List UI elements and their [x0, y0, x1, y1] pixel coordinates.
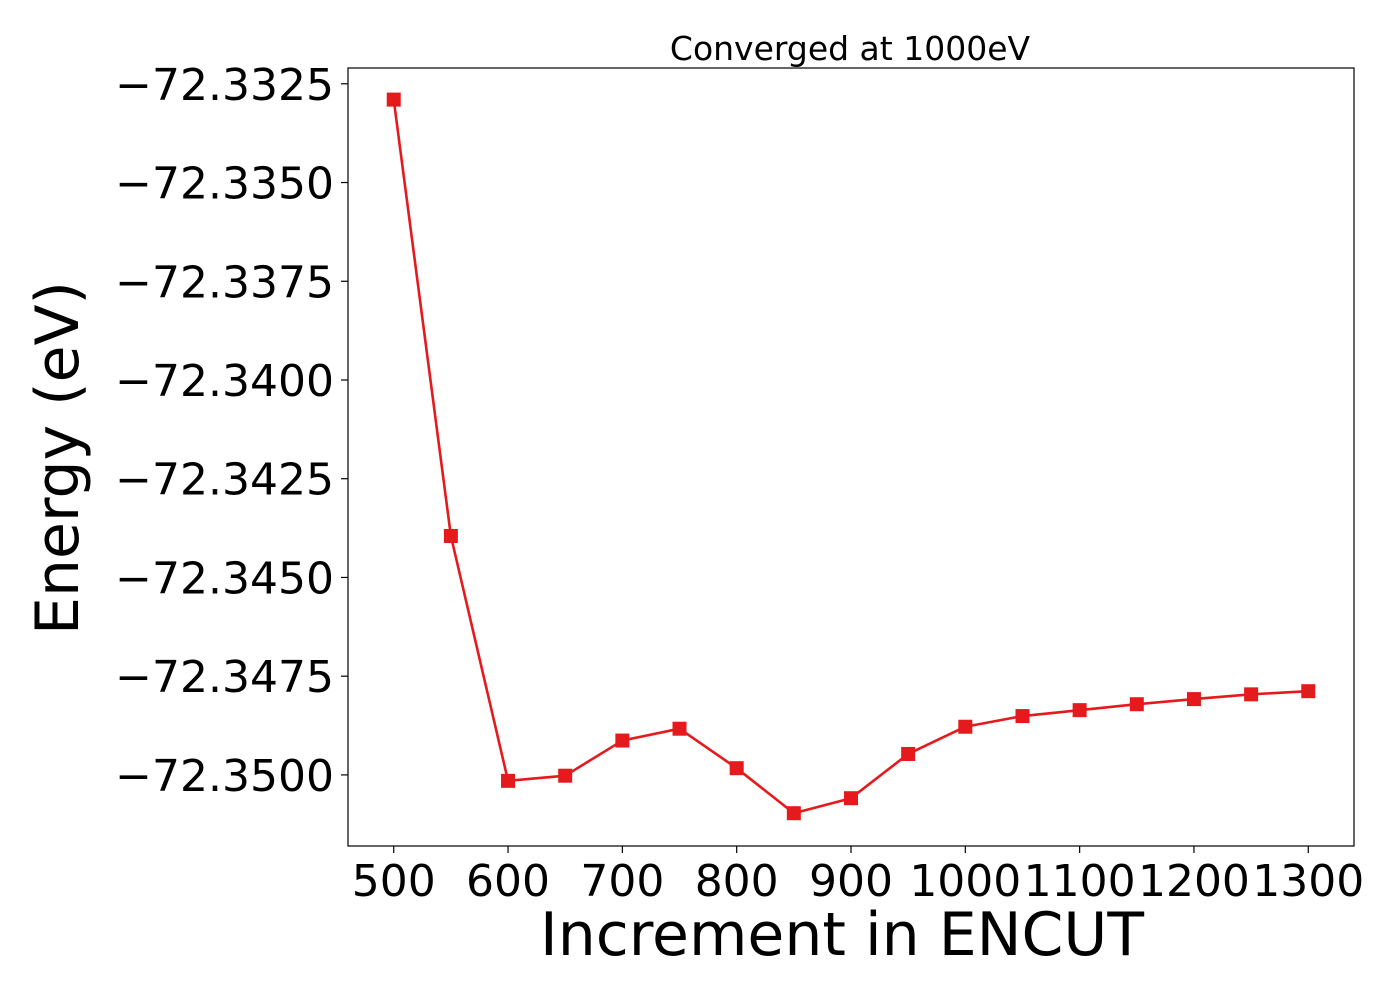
y-tick-label: −72.3350 [115, 159, 334, 210]
series-layer [386, 92, 1316, 821]
x-tick-label: 800 [695, 856, 779, 907]
x-tick-label: 1100 [1024, 856, 1136, 907]
y-axis-ticks: −72.3325 −72.3350 −72.3375 −72.3400 −72.3425… [115, 60, 348, 802]
data-point-marker [501, 773, 516, 788]
data-point-marker [615, 733, 630, 748]
data-point-marker [1015, 709, 1030, 724]
y-tick-label: −72.3450 [115, 553, 334, 604]
chart-title: Converged at 1000eV [670, 29, 1031, 68]
data-point-marker [1244, 687, 1259, 702]
series-line [392, 99, 1309, 815]
data-point-marker [386, 92, 401, 107]
data-point-marker [958, 719, 973, 734]
y-tick-label: −72.3375 [115, 257, 334, 308]
y-tick-label: −72.3475 [115, 652, 334, 703]
x-axis-label: Increment in ENCUT [540, 900, 1144, 970]
data-point-marker [729, 761, 744, 776]
x-axis-ticks: 500 600 700 800 900 1000 1100 1200 1300 [352, 846, 1364, 907]
x-tick-label: 700 [580, 856, 664, 907]
data-point-marker [844, 791, 858, 806]
data-point-marker [672, 721, 687, 736]
x-tick-label: 1300 [1252, 856, 1364, 907]
data-point-marker [901, 746, 916, 761]
y-tick-label: −72.3325 [115, 60, 334, 111]
y-tick-label: −72.3500 [115, 751, 334, 802]
y-tick-label: −72.3400 [115, 356, 334, 407]
x-tick-label: 500 [352, 856, 436, 907]
x-tick-label: 900 [809, 856, 893, 907]
data-point-marker [1301, 684, 1316, 699]
data-point-marker [443, 528, 458, 543]
data-point-marker [1129, 697, 1144, 712]
data-point-marker [1186, 692, 1201, 707]
y-tick-label: −72.3425 [115, 455, 334, 506]
x-tick-label: 600 [466, 856, 550, 907]
data-point-marker [786, 806, 801, 821]
y-axis-label: Energy (eV) [23, 281, 93, 635]
data-point-marker [1072, 703, 1087, 718]
plot-area-frame [347, 67, 1355, 847]
x-tick-label: 1000 [909, 856, 1021, 907]
data-point-marker [558, 768, 573, 783]
x-tick-label: 1200 [1138, 856, 1250, 907]
